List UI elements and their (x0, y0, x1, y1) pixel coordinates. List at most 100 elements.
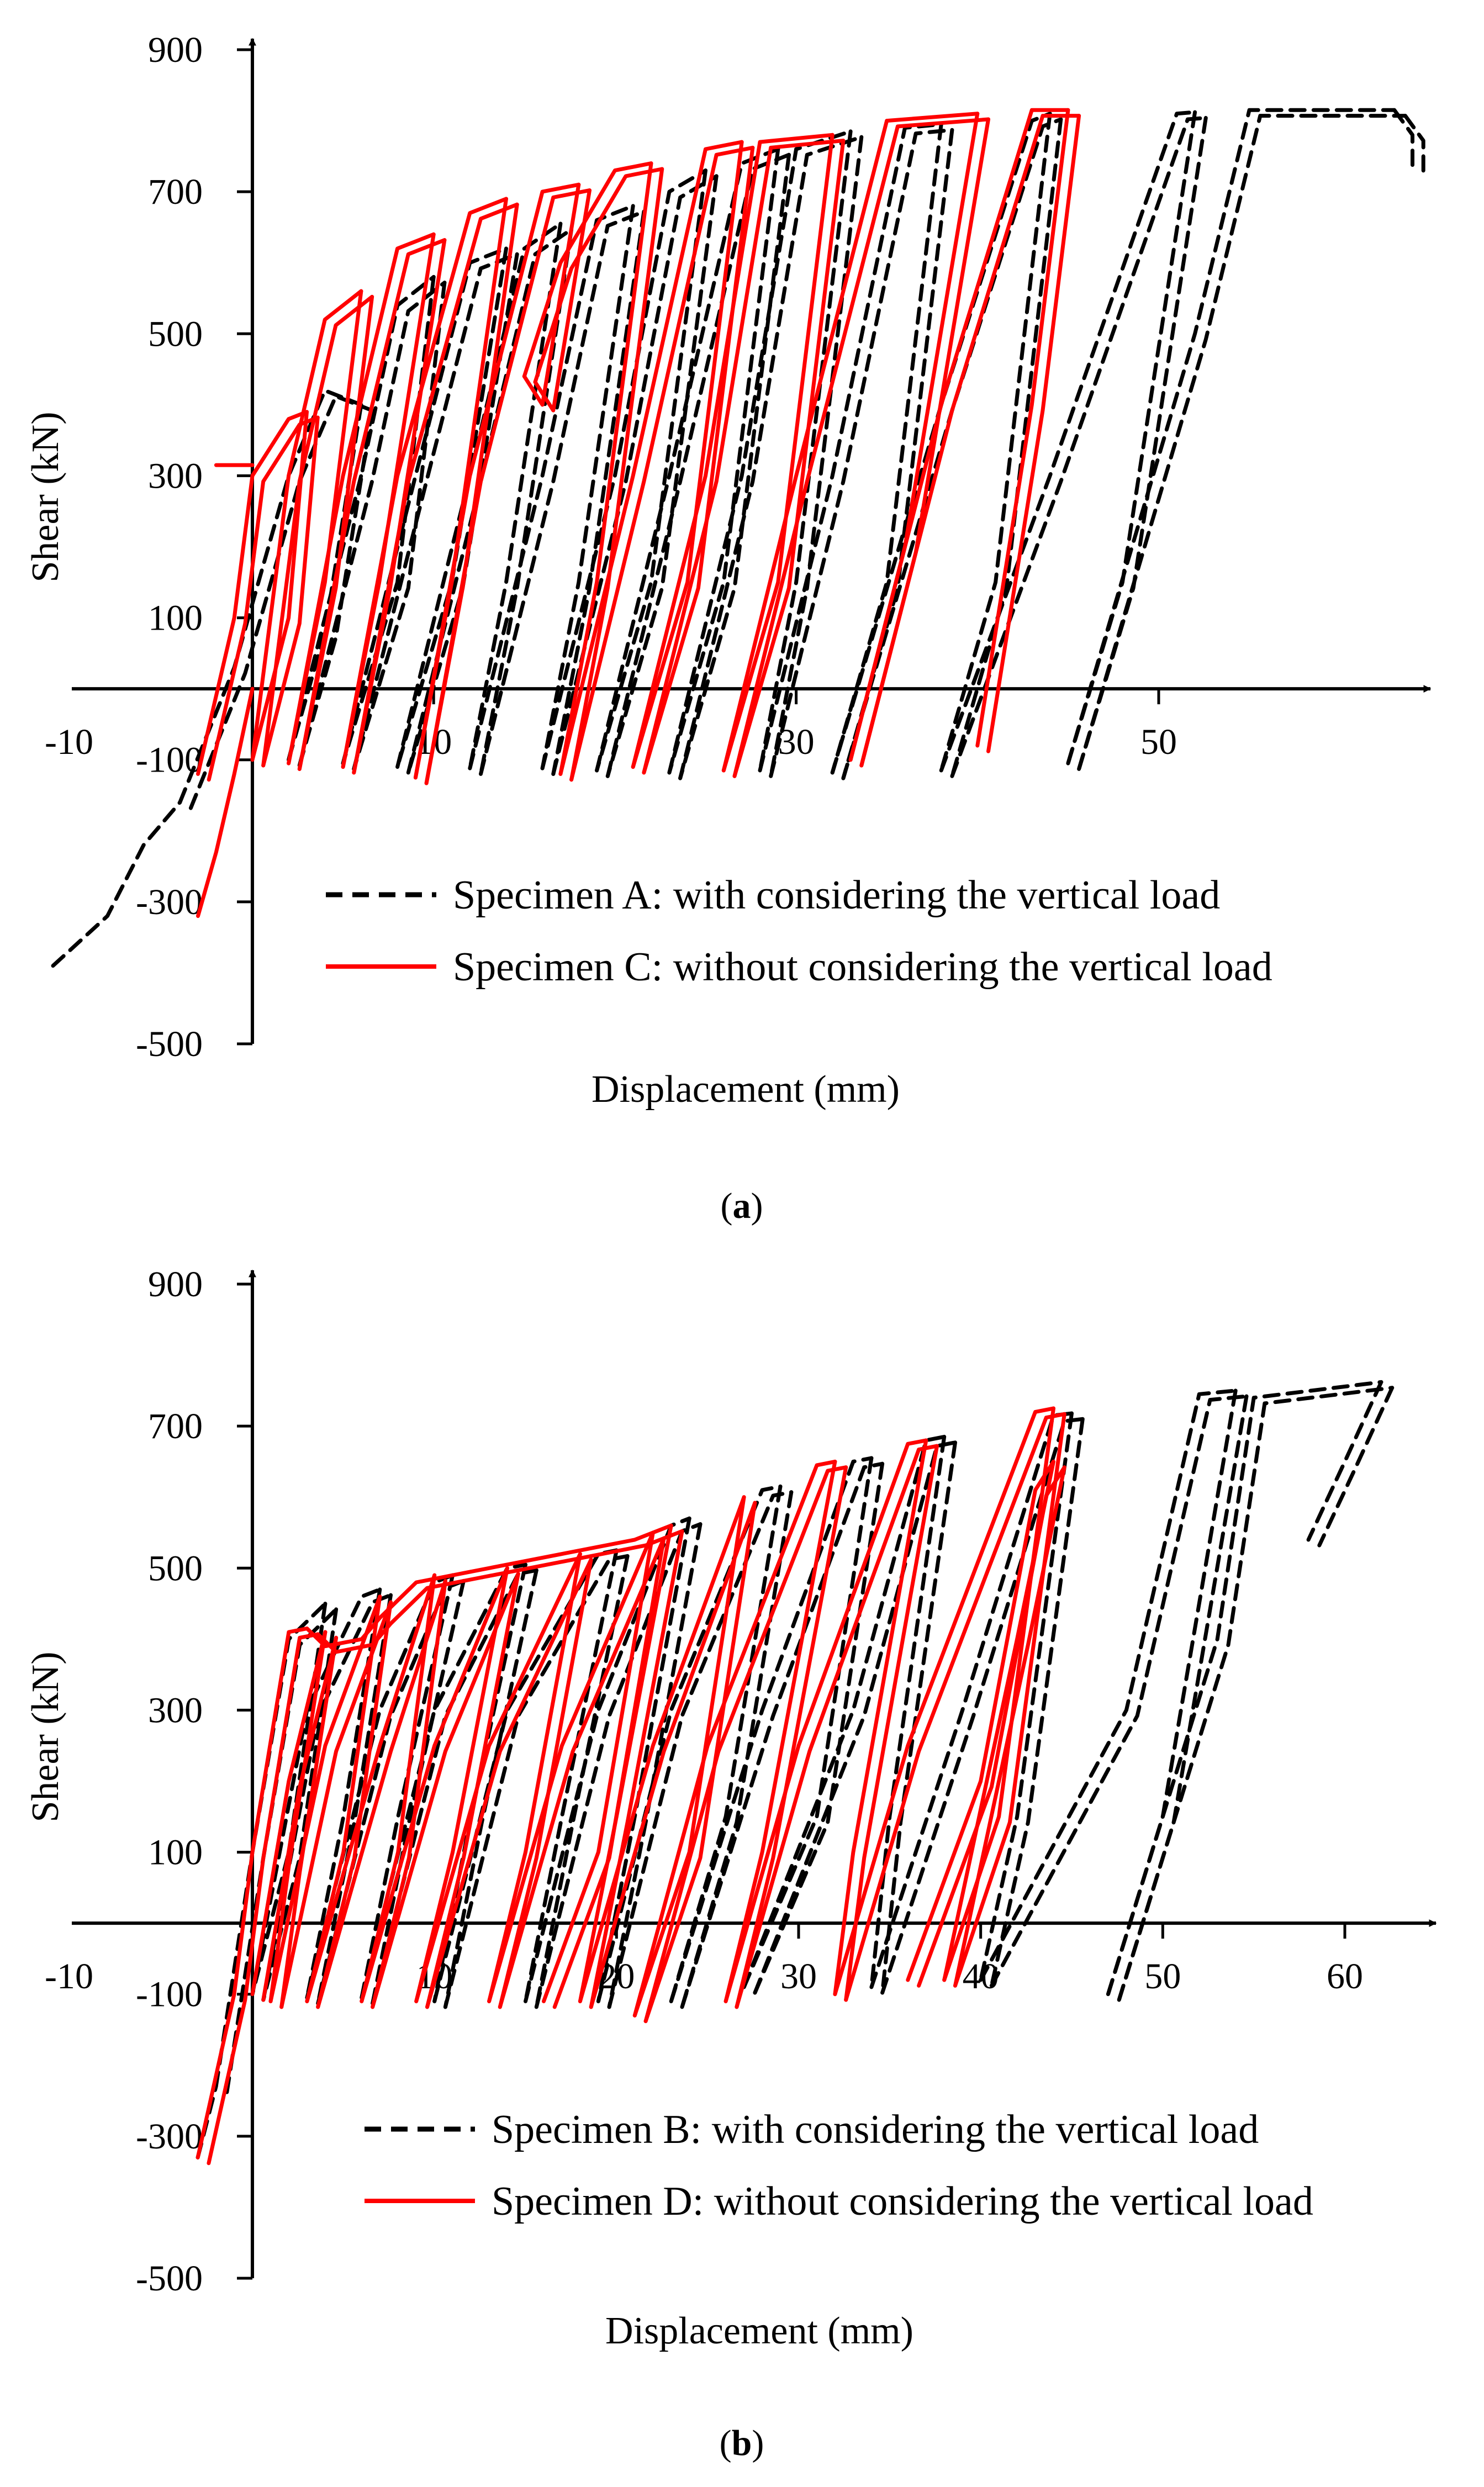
y-tick-label: 300 (148, 1690, 203, 1730)
x-tick-label: 30 (780, 1956, 817, 1997)
hysteresis-loop-repeat (371, 1572, 520, 2009)
hysteresis-loop-repeat (643, 1501, 757, 2024)
hysteresis-loop-down (667, 147, 780, 775)
y-tick-label: 300 (148, 456, 203, 496)
hysteresis-loop-down (869, 1434, 947, 1989)
hysteresis-loop-up (468, 204, 635, 770)
x-tick-label: 50 (1144, 1956, 1181, 1997)
hysteresis-loop-up (178, 388, 363, 805)
y-tick-label: 500 (148, 314, 203, 354)
hysteresis-loop-repeat (607, 1522, 703, 2009)
hysteresis-loop-repeat (316, 1578, 447, 2009)
y-tick-label: 900 (148, 1264, 203, 1305)
hysteresis-loop-repeat (917, 1493, 1048, 1988)
hysteresis-loop-down (305, 1594, 382, 2004)
hysteresis-loop-repeat (443, 1554, 630, 2009)
y-tick-label: 500 (148, 1548, 203, 1588)
hysteresis-loop-repeat (207, 1632, 320, 2166)
hysteresis-loop-repeat (425, 1572, 520, 2009)
hysteresis-loop-repeat (735, 1444, 939, 2009)
hysteresis-loop-repeat (261, 294, 374, 768)
y-tick-label: -300 (136, 882, 203, 922)
hysteresis-loop-repeat (950, 115, 1208, 778)
x-axis-title-b: Displacement (mm) (605, 2310, 913, 2352)
hysteresis-loop-up (632, 1459, 837, 2018)
hysteresis-loop-down (540, 204, 635, 770)
hysteresis-loop-repeat (643, 1465, 848, 2024)
hysteresis-loop-up (287, 274, 436, 762)
y-tick-label: -500 (136, 2258, 203, 2299)
hysteresis-loop-down (830, 122, 943, 775)
y-tick-label: 100 (148, 1833, 203, 1873)
series-dashed-b (196, 1380, 1395, 2159)
hysteresis-loop-repeat (225, 1607, 339, 2094)
hysteresis-loop-up (631, 133, 835, 769)
hysteresis-loop-down (1306, 1380, 1383, 1542)
hysteresis-loop-down (287, 289, 363, 765)
hysteresis-loop-up (721, 112, 980, 773)
hysteresis-loop-down (979, 1411, 1074, 1982)
caption-letter-b: b (732, 2423, 752, 2463)
y-tick-label: 900 (148, 30, 203, 70)
hysteresis-loop-repeat (424, 188, 592, 785)
hysteresis-loop-down (414, 1566, 509, 2004)
hysteresis-loop-repeat (424, 202, 519, 785)
hysteresis-loop-down (1066, 110, 1197, 765)
x-tick-label: -10 (45, 1956, 93, 1997)
hysteresis-loop-up (742, 1434, 947, 1989)
curve-start (196, 687, 255, 918)
hysteresis-loop-up (667, 129, 853, 775)
y-tick-label: 700 (148, 1406, 203, 1446)
hysteresis-loop-repeat (261, 1635, 339, 2002)
hysteresis-loop-down (721, 133, 835, 773)
hysteresis-loop-down (1392, 108, 1414, 173)
hysteresis-loop-up (414, 1552, 582, 2004)
y-tick-label: -500 (136, 1024, 203, 1064)
hysteresis-loop-repeat (844, 1444, 939, 2002)
hysteresis-loop-up (214, 1602, 328, 2089)
hysteresis-loop-repeat (605, 174, 719, 778)
hysteresis-loop-up (413, 182, 581, 780)
hysteresis-loop-down (669, 1484, 783, 2004)
legend-a: Specimen A: with considering the vertica… (326, 873, 1272, 990)
hysteresis-loop-repeat (680, 1461, 885, 2009)
hysteresis-loop-repeat (1117, 1386, 1395, 2002)
hysteresis-loop-repeat (735, 1465, 848, 2009)
hysteresis-loop-repeat (569, 145, 755, 782)
hysteresis-loop-up (522, 161, 653, 378)
hysteresis-loop-repeat (261, 415, 320, 768)
hysteresis-loop-up (1066, 108, 1397, 765)
legend-label-specimen-d: Specimen D: without considering the vert… (492, 2179, 1313, 2224)
hysteresis-loop-up (360, 1566, 509, 2004)
hysteresis-loop-repeat (950, 117, 1063, 778)
y-tick-label: 100 (148, 598, 203, 638)
hysteresis-loop-up (669, 1456, 874, 2004)
hysteresis-loop-repeat (1077, 114, 1407, 771)
caption-b: (b) (720, 2423, 764, 2463)
hysteresis-loop-repeat (279, 1600, 393, 2009)
hysteresis-loop-down (723, 1459, 837, 2004)
y-axis-title-b: Shear (kN) (24, 1651, 67, 1822)
hysteresis-loop-down (468, 221, 563, 770)
y-tick-label: -300 (136, 2116, 203, 2157)
hysteresis-loop-repeat (297, 281, 447, 768)
caption-a: (a) (721, 1186, 763, 1226)
hysteresis-loop-repeat (551, 209, 646, 776)
hysteresis-loop-up (595, 147, 780, 773)
hysteresis-loop-repeat (986, 114, 1081, 753)
hysteresis-loop-repeat (989, 1394, 1249, 1988)
legend-label-specimen-b: Specimen B: with considering the vertica… (492, 2107, 1259, 2152)
hysteresis-loop-up (196, 1627, 309, 2159)
hysteresis-loop-repeat (207, 415, 320, 782)
hysteresis-loop-repeat (844, 1412, 1066, 2002)
hysteresis-loop-down (1106, 1388, 1238, 1997)
hysteresis-loop-repeat (533, 167, 664, 384)
hysteresis-loop-up (287, 232, 436, 765)
x-tick-label: 50 (1140, 722, 1177, 762)
hysteresis-loop-up (250, 289, 363, 762)
hysteresis-loop-repeat (352, 281, 447, 771)
